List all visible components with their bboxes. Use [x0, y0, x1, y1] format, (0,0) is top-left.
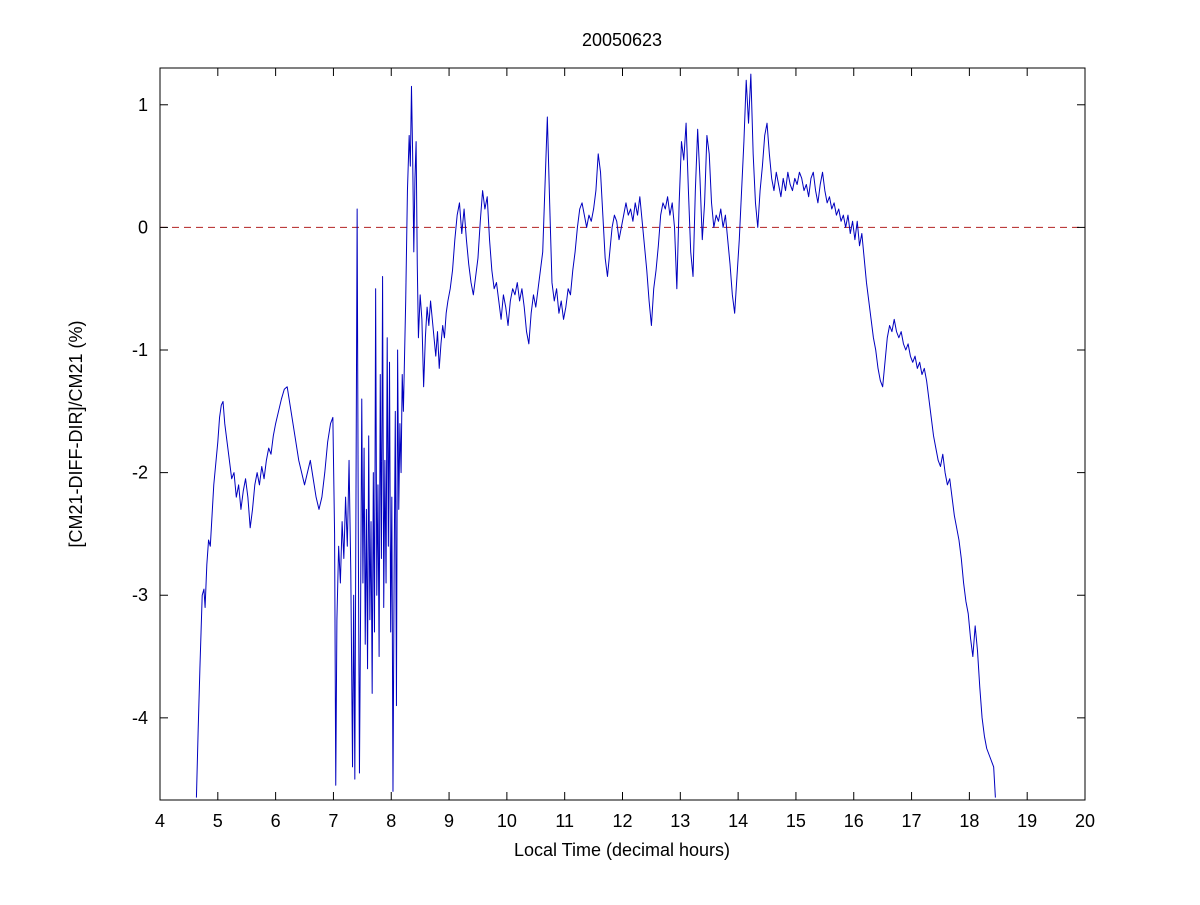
x-axis-label: Local Time (decimal hours) — [514, 840, 730, 860]
series-line — [195, 73, 996, 798]
x-tick-label: 13 — [670, 811, 690, 831]
x-tick-label: 11 — [555, 811, 574, 831]
x-tick-label: 16 — [844, 811, 864, 831]
data-series-layer — [195, 73, 996, 798]
x-tick-label: 5 — [213, 811, 223, 831]
y-axis-label: [CM21-DIFF-DIR]/CM21 (%) — [66, 320, 86, 547]
x-tick-label: 17 — [902, 811, 922, 831]
x-tick-label: 15 — [786, 811, 806, 831]
chart-title: 20050623 — [582, 30, 662, 50]
x-tick-label: 20 — [1075, 811, 1095, 831]
y-tick-label: 1 — [138, 95, 148, 115]
x-tick-label: 19 — [1017, 811, 1037, 831]
x-tick-label: 18 — [959, 811, 979, 831]
x-tick-label: 10 — [497, 811, 517, 831]
y-tick-label: -4 — [132, 708, 148, 728]
x-tick-label: 12 — [612, 811, 632, 831]
x-tick-label: 14 — [728, 811, 748, 831]
y-tick-label: -2 — [132, 463, 148, 483]
x-tick-label: 8 — [386, 811, 396, 831]
y-tick-label: -3 — [132, 585, 148, 605]
y-tick-label: 0 — [138, 217, 148, 237]
y-tick-label: -1 — [132, 340, 148, 360]
plot-box — [159, 67, 1086, 801]
x-tick-label: 6 — [271, 811, 281, 831]
x-tick-label: 4 — [155, 811, 165, 831]
x-tick-label: 7 — [328, 811, 338, 831]
tick-layer — [159, 68, 1086, 800]
tick-label-layer: 4 5 6 7 8 9 10 11 12 13 14 15 16 17 18 19 20 -4 -3 -2 -1 0 1 — [132, 95, 1095, 831]
x-tick-label: 9 — [444, 811, 454, 831]
